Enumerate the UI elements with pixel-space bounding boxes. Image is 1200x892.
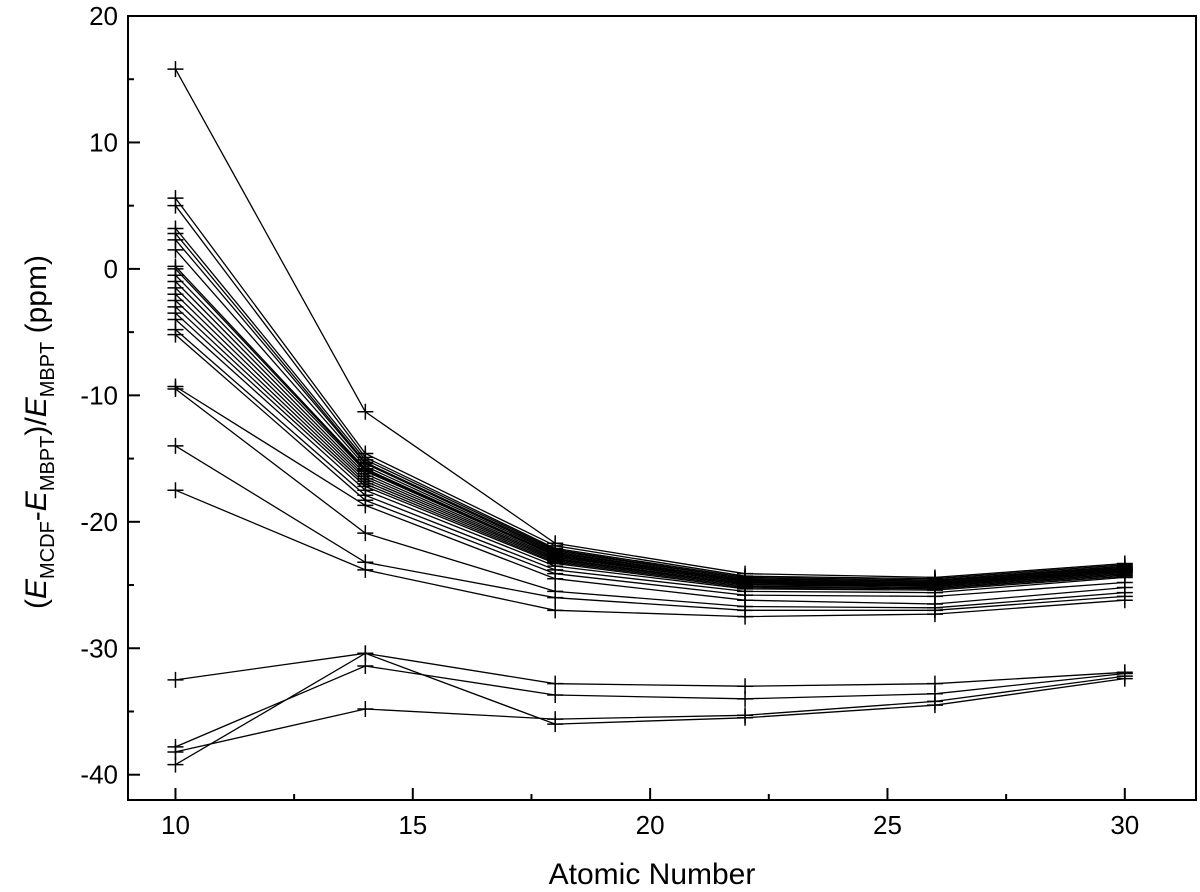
data-point-marker (1116, 670, 1133, 687)
data-point-marker (737, 709, 754, 726)
y-tick-label: -10 (80, 380, 118, 410)
data-point-marker (167, 241, 184, 258)
y-tick-label: -40 (80, 760, 118, 790)
series-line-2 (174, 197, 1125, 580)
data-point-marker (167, 756, 184, 773)
series-line-1 (174, 68, 1125, 579)
data-point-marker (357, 525, 374, 542)
series-line-5 (174, 233, 1125, 582)
y-axis-title: (EMCDF-EMBPT)/EMBPT (ppm) (20, 255, 59, 609)
data-point-marker (357, 403, 374, 420)
series-line-21 (175, 388, 1125, 609)
tick-label-layer: 10 15 20 25 30 20 10 0 -10 -20 -30 -40 (80, 1, 1139, 840)
data-point-marker (737, 690, 754, 707)
data-point-marker (547, 716, 564, 733)
series-line-18 (175, 329, 1125, 594)
series-line-16 (175, 312, 1125, 590)
y-tick-label: 20 (89, 1, 118, 31)
series-line-22 (175, 445, 1125, 611)
data-point-marker (737, 608, 754, 625)
data-point-marker (167, 326, 184, 343)
y-tick-label: -30 (80, 633, 118, 663)
x-tick-label: 30 (1110, 810, 1139, 840)
x-tick-label: 20 (636, 810, 665, 840)
y-tick-label: -20 (80, 507, 118, 537)
series-line-26 (175, 675, 1125, 753)
series-line-7 (175, 249, 1125, 584)
series-line-23 (175, 489, 1125, 618)
series-line-25 (175, 665, 1125, 748)
data-point-marker (1116, 592, 1133, 609)
data-point-marker (357, 561, 374, 578)
marker-layer (167, 61, 1133, 773)
data-point-marker (167, 197, 184, 214)
y-tick-label: 10 (89, 127, 118, 157)
x-tick-label: 10 (161, 810, 190, 840)
series-line-27 (175, 652, 1125, 766)
series-line-24 (175, 652, 1125, 687)
series-line-15 (175, 306, 1125, 589)
data-point-marker (167, 671, 184, 688)
data-point-marker (167, 482, 184, 499)
data-point-marker (167, 437, 184, 454)
x-tick-label: 25 (873, 810, 902, 840)
series-line-3 (174, 205, 1125, 581)
data-point-marker (357, 645, 374, 662)
data-point-marker (167, 61, 184, 78)
data-point-marker (357, 497, 374, 514)
series-line-19 (175, 334, 1125, 598)
data-point-marker (926, 697, 943, 714)
data-point-marker (167, 381, 184, 398)
series-line-14 (175, 300, 1125, 587)
data-point-marker (547, 687, 564, 704)
plot-frame (127, 15, 1197, 801)
x-tick-label: 15 (398, 810, 427, 840)
series-line-20 (175, 385, 1125, 605)
series-line-17 (175, 319, 1125, 591)
data-point-marker (357, 700, 374, 717)
x-axis-title: Atomic Number (549, 858, 756, 891)
y-tick-label: 0 (104, 254, 118, 284)
series-layer (174, 68, 1125, 766)
data-point-marker (547, 602, 564, 619)
data-point-marker (926, 606, 943, 623)
